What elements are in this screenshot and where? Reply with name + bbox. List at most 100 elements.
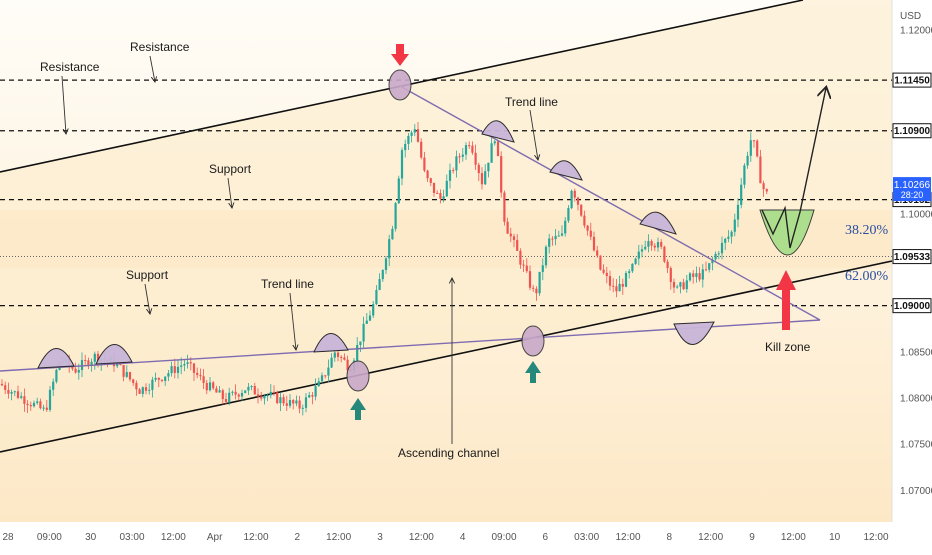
candle-body: [730, 231, 733, 237]
candle-body: [141, 387, 144, 394]
candle-body: [330, 357, 333, 368]
candle-body: [324, 375, 327, 377]
candle-body: [628, 271, 631, 273]
candle-body: [679, 282, 682, 287]
candle-body: [340, 356, 343, 358]
candle-body: [477, 164, 480, 174]
candle-body: [119, 363, 122, 366]
candle-body: [516, 239, 519, 251]
candle-body: [439, 192, 442, 199]
candle-body: [599, 255, 602, 270]
ascending-channel-fill: [0, 0, 892, 452]
fib-label-38: 38.20%: [845, 223, 889, 238]
candle-body: [138, 389, 141, 394]
candle-body: [743, 165, 746, 185]
candle-body: [346, 359, 349, 371]
candle-body: [740, 184, 743, 205]
teal-arrow-up-icon: [350, 398, 366, 420]
candle-body: [644, 246, 647, 250]
candle-body: [666, 261, 669, 269]
candle-body: [288, 400, 292, 406]
time-axis[interactable]: [0, 522, 892, 550]
y-tick-label: 1.12000: [900, 25, 932, 36]
candle-body: [144, 387, 148, 391]
x-tick-label: 8: [667, 532, 673, 543]
candle-body: [656, 242, 660, 248]
candle-body: [688, 273, 692, 281]
candle-body: [298, 400, 301, 409]
touch-circles: [346, 69, 545, 392]
candle-body: [487, 162, 490, 172]
candle-body: [752, 140, 756, 142]
candle-body: [160, 379, 164, 381]
candle-body: [669, 268, 672, 282]
candle-body: [77, 370, 80, 373]
x-tick-label: 12:00: [243, 532, 268, 543]
candle-body: [279, 397, 282, 404]
price-level-box: [892, 123, 932, 139]
candle-body: [186, 362, 189, 365]
candle-body: [640, 249, 644, 252]
candle-body: [404, 143, 407, 151]
candle-body: [519, 250, 522, 265]
candle-body: [320, 375, 324, 382]
candle-body: [151, 379, 154, 390]
candle-body: [493, 141, 496, 144]
candle-body: [538, 271, 541, 294]
candle-body: [442, 196, 445, 199]
candle-body: [196, 372, 199, 376]
red-arrow-down-icon: [391, 44, 409, 66]
candle-body: [192, 363, 196, 373]
candle-body: [756, 140, 759, 157]
candle-body: [653, 245, 656, 248]
price-axis[interactable]: [892, 0, 932, 550]
candle-body: [480, 173, 484, 185]
candle-body: [650, 241, 653, 246]
candle-body: [567, 208, 570, 221]
candle-body: [10, 392, 13, 394]
candle-body: [224, 399, 228, 402]
candle-body: [157, 377, 160, 380]
x-tick-label: 10: [829, 532, 841, 543]
candle-body: [0, 383, 4, 386]
x-tick-label: 03:00: [119, 532, 144, 543]
candle-body: [96, 353, 100, 363]
candle-body: [231, 391, 234, 393]
candle-body: [122, 365, 125, 377]
candle-body: [170, 366, 173, 374]
touch-bump: [313, 333, 349, 353]
candle-body: [45, 407, 48, 410]
candle-body: [173, 366, 176, 373]
x-tick-label: 6: [543, 532, 549, 543]
candle-body: [698, 273, 701, 280]
candle-body: [605, 272, 608, 277]
candle-body: [20, 396, 23, 398]
candle-body: [314, 386, 317, 397]
candle-body: [333, 352, 336, 358]
candle-body: [407, 135, 410, 144]
candle-body: [612, 285, 615, 287]
candle-body: [176, 366, 180, 373]
candle-body: [503, 192, 506, 222]
candle-body: [308, 395, 311, 398]
touch-bump: [639, 211, 677, 235]
candle-body: [250, 386, 253, 388]
kill-zone-shape: [759, 209, 815, 256]
candle-body: [557, 235, 560, 237]
candle-body: [615, 286, 618, 292]
candle-body: [164, 376, 167, 381]
candle-body: [445, 180, 448, 197]
current-price-label: 1.10266: [894, 180, 931, 191]
candle-body: [285, 403, 288, 406]
candle-body: [368, 315, 372, 321]
candle-body: [256, 394, 260, 397]
candle-body: [554, 235, 557, 240]
x-tick-label: 12:00: [326, 532, 351, 543]
candle-body: [672, 281, 676, 288]
candle-body: [525, 265, 528, 272]
price-level-label: 1.09533: [894, 252, 931, 263]
x-tick-label: 3: [377, 532, 383, 543]
candle-body: [317, 381, 320, 387]
